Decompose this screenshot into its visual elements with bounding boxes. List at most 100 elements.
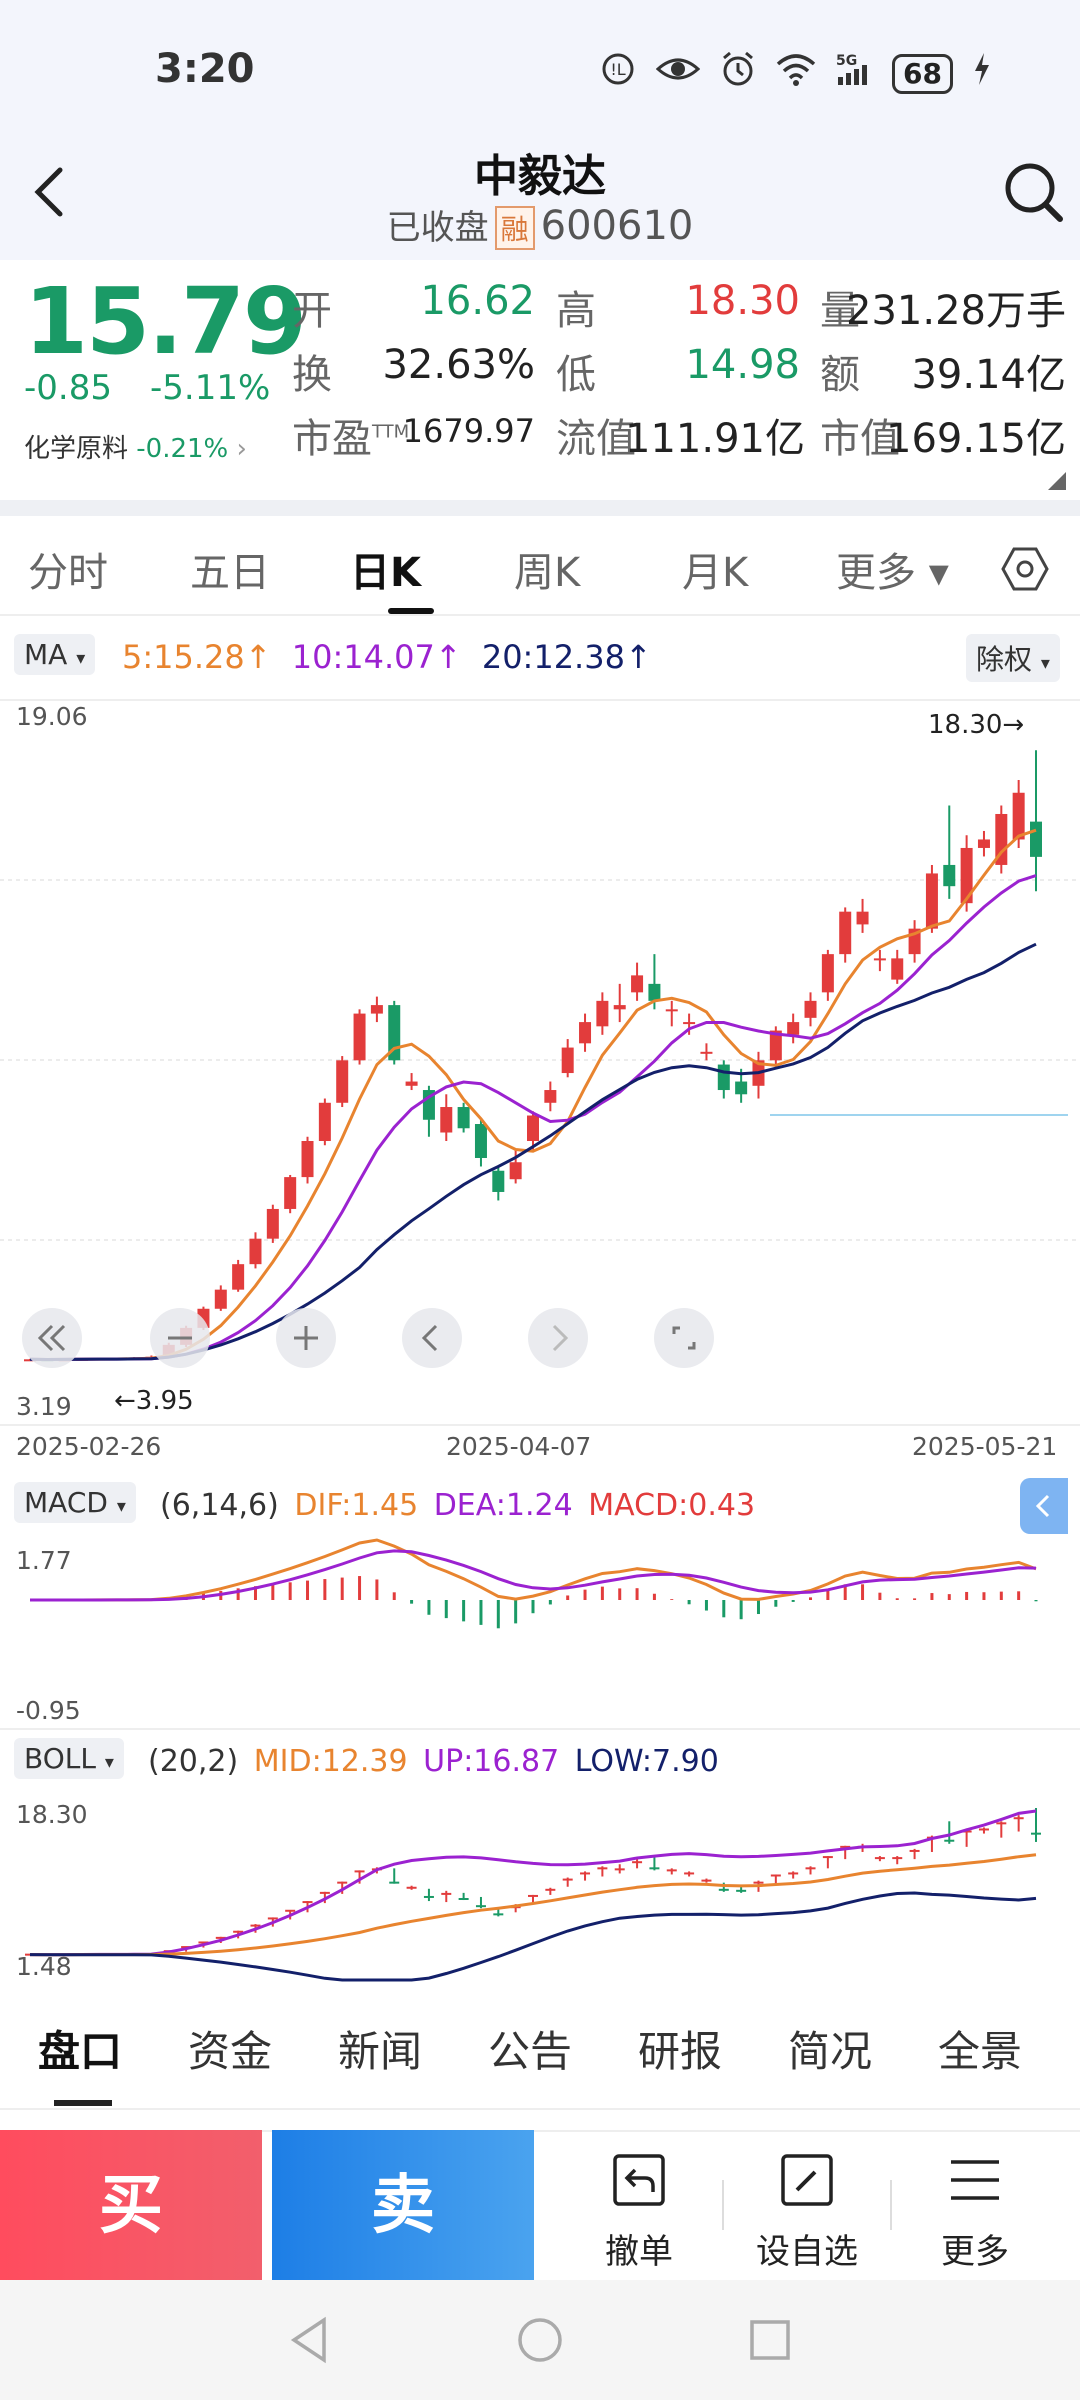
detail-tab[interactable]: 盘口 (38, 2027, 123, 2076)
macd-y-max: 1.77 (16, 1546, 72, 1575)
more-actions-button[interactable]: 更多 (900, 2150, 1050, 2273)
quote-label: 量 (820, 288, 860, 334)
ttm-superscript: TTM (372, 421, 410, 443)
caret-down-icon: ▾ (116, 1496, 126, 1517)
tab-period[interactable]: 日K (350, 550, 421, 596)
expand-corner-icon[interactable] (1048, 472, 1066, 494)
margin-badge: 融 (494, 206, 535, 250)
zoom-out-button[interactable] (150, 1308, 210, 1368)
fullscreen-button[interactable] (654, 1308, 714, 1368)
zoom-in-button[interactable] (276, 1308, 336, 1368)
sell-button[interactable]: 卖 (272, 2130, 534, 2280)
last-price: 15.79 (24, 268, 307, 375)
candle-body (613, 1005, 626, 1010)
kline-chart[interactable] (0, 690, 1080, 1460)
candle-body (370, 1005, 383, 1014)
indicator-selector-boll[interactable]: BOLL ▾ (14, 1738, 124, 1779)
candle-body (544, 1090, 557, 1103)
sector-change: -0.21% (136, 434, 229, 464)
scroll-left-button[interactable] (402, 1308, 462, 1368)
charging-icon (973, 51, 991, 96)
quote-panel (0, 260, 1080, 510)
sector-name: 化学原料 (24, 434, 129, 464)
candle-body (856, 911, 869, 925)
action-separator (890, 2180, 892, 2230)
candle-body (266, 1208, 279, 1239)
candle-body (474, 1124, 487, 1158)
boll-chart (25, 1808, 1041, 1982)
indicator-selector-macd[interactable]: MACD ▾ (14, 1482, 136, 1523)
tab-more[interactable]: 更多 ▾ (836, 550, 949, 596)
tab-period[interactable]: 分时 (28, 550, 108, 596)
candle-body (509, 1162, 522, 1180)
fullscreen-icon (672, 1326, 696, 1350)
chevron-left-icon (1035, 1494, 1050, 1518)
boll-y-max: 18.30 (16, 1800, 88, 1829)
tab-period[interactable]: 五日 (190, 550, 270, 596)
triangle-back-icon (290, 2316, 326, 2364)
quote-label: 市值 (820, 416, 900, 462)
scroll-to-start-button[interactable] (22, 1308, 82, 1368)
nav-recents-button[interactable] (740, 2310, 800, 2370)
adjust-label: 除权 (976, 643, 1033, 676)
adjust-selector[interactable]: 除权 ▾ (966, 634, 1060, 682)
tab-active-indicator (388, 608, 434, 614)
chevron-left-icon (421, 1324, 438, 1352)
detail-tab[interactable]: 全景 (938, 2027, 1023, 2076)
add-watchlist-button[interactable]: 设自选 (732, 2150, 882, 2273)
kline-y-max: 19.06 (16, 702, 88, 731)
quote-value: 1679.97 (402, 412, 535, 450)
sector-link[interactable]: 化学原料 -0.21% › (24, 428, 247, 465)
candle-body (440, 1107, 453, 1133)
candle-body (318, 1102, 331, 1142)
ma-values: 5:15.28↑ 10:14.07↑ 20:12.38↑ (122, 638, 652, 676)
nav-back-button[interactable] (280, 2310, 340, 2370)
caret-down-icon: ▾ (76, 648, 86, 669)
collapse-panel-button[interactable] (1020, 1478, 1068, 1534)
detail-tab[interactable]: 公告 (488, 2027, 573, 2076)
candle-body (232, 1264, 245, 1290)
quote-value: 169.15亿 (886, 416, 1066, 462)
chevron-right-icon (552, 1324, 569, 1352)
back-button[interactable] (20, 150, 80, 230)
search-button[interactable] (1000, 156, 1064, 226)
candle-body (301, 1141, 314, 1178)
boll-y-min: 1.48 (16, 1952, 72, 1981)
candle-body (839, 911, 852, 955)
quote-value: 14.98 (685, 342, 800, 388)
low-marker: ←3.95 (114, 1386, 194, 1416)
5g-signal-icon: 5G (836, 51, 872, 96)
scroll-right-button[interactable] (528, 1308, 588, 1368)
candle-body (717, 1064, 730, 1091)
macd-dea: DEA:1.24 (433, 1488, 573, 1523)
price-change: -0.85 (24, 368, 112, 408)
indicator-selector-ma[interactable]: MA ▾ (14, 634, 96, 675)
candle-body (735, 1081, 748, 1095)
detail-tab[interactable]: 研报 (638, 2027, 723, 2076)
double-chevron-left-icon (37, 1324, 66, 1352)
detail-tab[interactable]: 新闻 (338, 2027, 423, 2076)
candle-body (769, 1030, 782, 1061)
detail-tab[interactable]: 资金 (188, 2027, 273, 2076)
detail-tab-indicator (54, 2100, 112, 2106)
caret-down-icon: ▾ (104, 1752, 114, 1773)
battery-indicator: 68 (892, 53, 953, 94)
macd-dif: DIF:1.45 (294, 1488, 419, 1523)
candle-body (873, 958, 886, 961)
buy-button[interactable]: 买 (0, 2130, 262, 2280)
hd-call-icon: !L (600, 51, 636, 96)
detail-tab[interactable]: 简况 (788, 2027, 873, 2076)
tab-period[interactable]: 月K (682, 550, 749, 596)
boll-up: UP:16.87 (423, 1744, 560, 1779)
nav-home-button[interactable] (510, 2310, 570, 2370)
chart-settings-button[interactable] (1000, 546, 1050, 592)
chevron-left-icon (34, 167, 63, 217)
cancel-order-button[interactable]: 撤单 (564, 2150, 714, 2273)
tab-period[interactable]: 周K (514, 550, 581, 596)
ma10-value: 10:14.07↑ (291, 638, 462, 676)
boll-params: (20,2) (148, 1744, 239, 1779)
candle-body (665, 1009, 678, 1012)
minus-icon (168, 1336, 192, 1340)
candle-body (492, 1170, 505, 1192)
stock-code: 600610 (540, 203, 694, 249)
